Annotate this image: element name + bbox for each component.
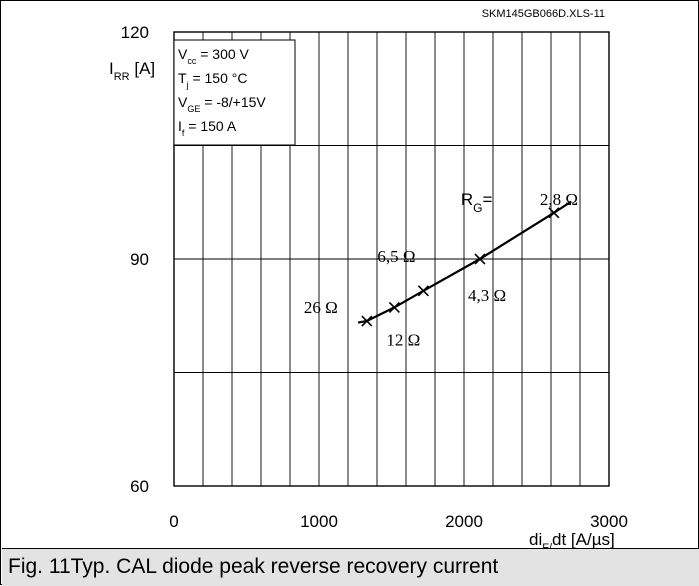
x-tick-label: 2000 [445,512,483,531]
rg-label: RG= [461,190,493,215]
figure-caption: Fig. 11Typ. CAL diode peak reverse recov… [8,555,499,578]
resistance-label: 6,5 Ω [377,247,415,266]
file-id-label: SKM145GB066D.XLS-11 [482,8,605,20]
resistance-label: 12 Ω [386,330,420,349]
conditions-box-border [173,39,296,146]
data-point-marker [417,285,429,297]
resistance-label: 4,3 Ω [468,286,506,305]
resistance-label: 2,8 Ω [540,190,578,209]
condition-1: Tj = 150 °C [178,70,247,90]
plot-area [173,31,610,487]
condition-0: Vcc = 300 V [178,46,250,66]
annotations: 26 Ω 12 Ω 6,5 Ω 4,3 Ω 2,8 Ω RG= [304,190,578,350]
tick-labels: 0 1000 2000 3000 60 90 120 [121,23,628,531]
conditions-box: Vcc = 300 V Tj = 150 °C VGE = -8/+15V If = … [173,39,296,146]
series-group [357,200,572,327]
data-point-marker [388,301,400,313]
condition-3: If = 150 A [178,118,237,138]
data-point-marker [548,207,560,219]
chart-svg: SKM145GB066D.XLS-11 Vcc = 300 V Tj = 150 … [109,8,628,554]
resistance-label: 26 Ω [304,298,338,317]
x-tick-label: 0 [169,512,178,531]
data-point-marker [361,315,373,327]
y-axis-title: IRR [A] [109,59,155,83]
condition-2: VGE = -8/+15V [178,94,266,114]
y-tick-label: 120 [121,23,149,42]
caption-bar: Fig. 11Typ. CAL diode peak reverse recov… [2,548,699,586]
x-tick-label: 3000 [590,512,628,531]
data-point-marker [474,253,486,265]
y-tick-label: 90 [130,250,149,269]
x-tick-label: 1000 [300,512,338,531]
axis-titles: IRR [A] diF/dt [A/µs] [109,59,615,554]
y-tick-label: 60 [130,477,149,496]
grid [174,32,609,486]
x-axis-title: diF/dt [A/µs] [529,530,615,548]
